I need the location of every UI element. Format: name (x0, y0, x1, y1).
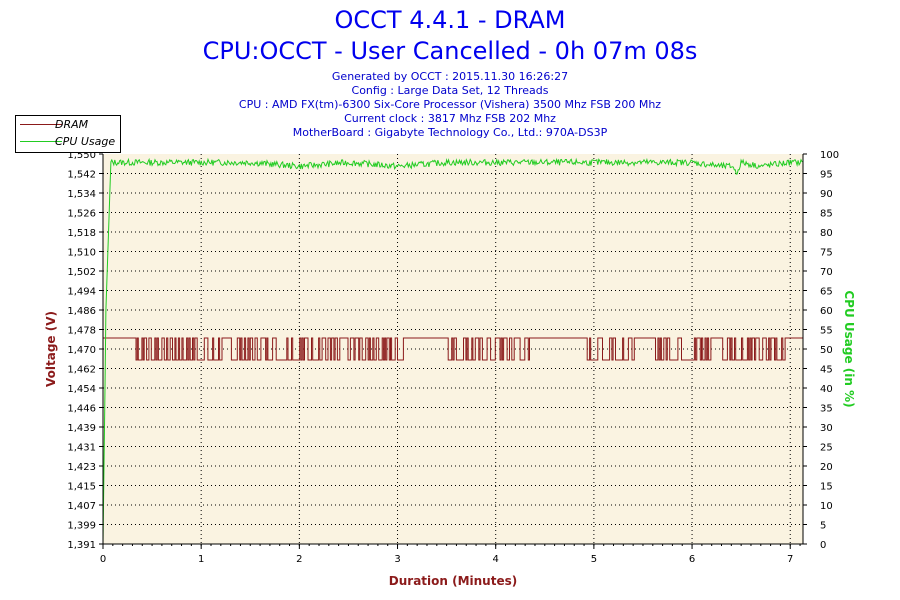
y2-tick-label: 25 (820, 443, 833, 454)
y-tick-label: 1,494 (67, 287, 96, 298)
y2-tick-label: 100 (820, 150, 839, 161)
y2-tick-label: 55 (820, 326, 833, 337)
y-tick-label: 1,486 (67, 306, 96, 317)
y-tick-label: 1,518 (67, 228, 96, 239)
y2-tick-label: 10 (820, 501, 833, 512)
y-tick-label: 1,439 (67, 423, 96, 434)
y2-tick-label: 45 (820, 365, 833, 376)
chart-title: OCCT 4.4.1 - DRAM (334, 6, 566, 34)
chart-subtitle: CPU:OCCT - User Cancelled - 0h 07m 08s (202, 37, 698, 65)
legend-swatch-cpu-usage (20, 141, 62, 142)
legend-swatch-dram (20, 124, 62, 125)
legend-label-cpu-usage: CPU Usage (55, 135, 116, 148)
y2-tick-label: 60 (820, 306, 833, 317)
y-tick-label: 1,542 (67, 170, 96, 181)
y2-axis-label: CPU Usage (in %) (842, 290, 856, 407)
x-axis-label: Duration (Minutes) (389, 574, 517, 588)
x-tick-label: 2 (296, 554, 302, 565)
y2-tick-label: 20 (820, 462, 833, 473)
y2-tick-label: 90 (820, 189, 833, 200)
y-tick-label: 1,391 (67, 540, 96, 551)
x-tick-label: 1 (198, 554, 204, 565)
info-config: Config : Large Data Set, 12 Threads (351, 84, 549, 97)
y2-tick-label: 95 (820, 170, 833, 181)
legend: DRAM CPU Usage (15, 115, 121, 153)
info-current-clock: Current clock : 3817 Mhz FSB 202 Mhz (344, 112, 556, 125)
y-tick-label: 1,470 (67, 345, 96, 356)
info-generated: Generated by OCCT : 2015.11.30 16:26:27 (331, 70, 569, 83)
y2-tick-label: 35 (820, 404, 833, 415)
y-tick-label: 1,550 (67, 150, 96, 161)
legend-item-cpu-usage: CPU Usage (16, 133, 120, 150)
info-motherboard: MotherBoard : Gigabyte Technology Co., L… (292, 126, 608, 139)
y2-tick-label: 5 (820, 521, 826, 532)
y-tick-label: 1,502 (67, 267, 96, 278)
y-tick-label: 1,526 (67, 209, 96, 220)
y-tick-label: 1,423 (67, 462, 96, 473)
info-cpu: CPU : AMD FX(tm)-6300 Six-Core Processor… (238, 98, 662, 111)
y-tick-label: 1,415 (67, 482, 96, 493)
y2-tick-label: 80 (820, 228, 833, 239)
x-tick-label: 7 (787, 554, 793, 565)
series-line-dram (103, 337, 803, 361)
x-tick-label: 4 (493, 554, 499, 565)
y-tick-label: 1,462 (67, 365, 96, 376)
y-tick-label: 1,534 (67, 189, 96, 200)
y-axis-label: Voltage (V) (44, 311, 58, 387)
x-tick-label: 5 (591, 554, 597, 565)
y-tick-label: 1,446 (67, 404, 96, 415)
series-line-cpu-usage (102, 157, 804, 545)
y2-tick-label: 75 (820, 248, 833, 259)
y-tick-label: 1,407 (67, 501, 96, 512)
y-tick-label: 1,454 (67, 384, 96, 395)
y2-tick-label: 30 (820, 423, 833, 434)
x-tick-label: 0 (100, 554, 106, 565)
x-tick-label: 6 (689, 554, 695, 565)
x-tick-label: 3 (394, 554, 400, 565)
y2-tick-label: 70 (820, 267, 833, 278)
y-tick-label: 1,399 (67, 521, 96, 532)
legend-item-dram: DRAM (16, 116, 120, 133)
y2-tick-label: 50 (820, 345, 833, 356)
y2-tick-label: 15 (820, 482, 833, 493)
y2-tick-label: 65 (820, 287, 833, 298)
y2-tick-label: 40 (820, 384, 833, 395)
y2-tick-label: 85 (820, 209, 833, 220)
y2-tick-label: 0 (820, 540, 826, 551)
legend-label-dram: DRAM (55, 118, 89, 131)
y-tick-label: 1,431 (67, 443, 96, 454)
y-tick-label: 1,510 (67, 248, 96, 259)
y-tick-label: 1,478 (67, 326, 96, 337)
